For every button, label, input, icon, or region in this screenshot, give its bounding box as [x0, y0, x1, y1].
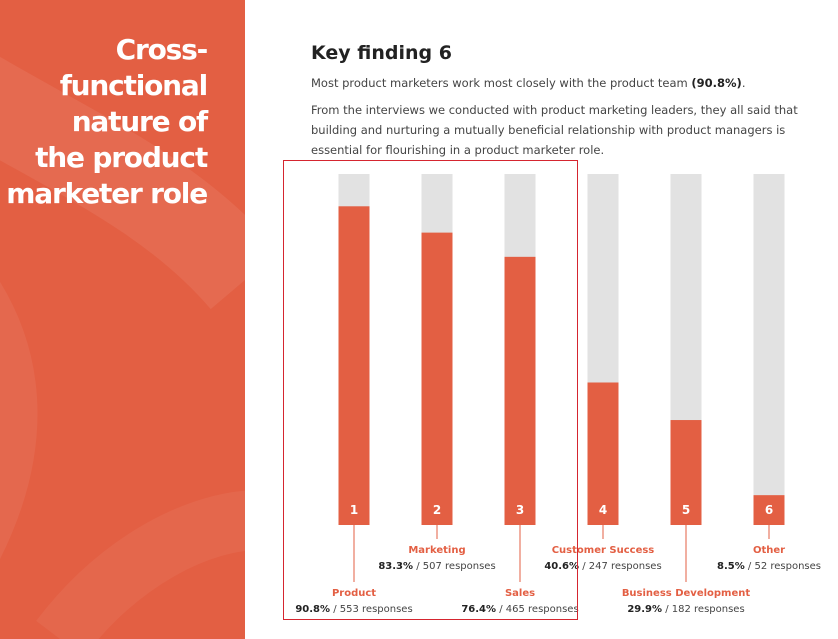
finding-lead: Most product marketers work most closely…	[311, 76, 811, 90]
response-stat: 40.6% / 247 responses	[544, 561, 661, 572]
bar-2	[421, 232, 453, 525]
response-count: / 507 responses	[413, 561, 496, 572]
category-label: Product	[332, 588, 376, 599]
finding-body: From the interviews we conducted with pr…	[311, 103, 798, 157]
bar-track	[753, 174, 785, 525]
lead-highlight: (90.8%)	[691, 76, 742, 90]
left-panel: Cross- functional nature of the product …	[0, 0, 245, 639]
response-stat: 83.3% / 507 responses	[378, 561, 495, 572]
bar-6	[753, 495, 785, 525]
response-stat: 8.5% / 52 responses	[717, 561, 821, 572]
category-label: Customer Success	[552, 545, 655, 556]
lead-end: .	[741, 76, 746, 90]
bar-rank-label: 4	[599, 503, 607, 517]
bar-rank-label: 3	[516, 503, 524, 517]
response-count: / 247 responses	[579, 561, 662, 572]
bar-1	[338, 206, 370, 526]
bar-5	[670, 420, 702, 525]
category-label: Other	[753, 545, 785, 556]
percent-value: 90.8%	[295, 604, 330, 615]
response-count: / 465 responses	[496, 604, 579, 615]
percent-value: 40.6%	[544, 561, 579, 572]
bar-3	[504, 256, 536, 525]
bar-rank-label: 2	[433, 503, 441, 517]
bar-rank-label: 5	[682, 503, 690, 517]
bar-4	[587, 382, 619, 525]
lead-text: Most product marketers work most closely…	[311, 76, 692, 90]
finding-heading: Key finding 6	[311, 42, 452, 64]
percent-value: 29.9%	[627, 604, 662, 615]
highlight-box	[283, 160, 578, 620]
percent-value: 83.3%	[378, 561, 413, 572]
category-label: Marketing	[408, 545, 465, 556]
category-label: Sales	[505, 588, 535, 599]
percent-value: 76.4%	[461, 604, 496, 615]
percent-value: 8.5%	[717, 561, 745, 572]
response-count: / 52 responses	[745, 561, 821, 572]
category-label: Business Development	[622, 588, 751, 599]
response-stat: 29.9% / 182 responses	[627, 604, 744, 615]
bar-rank-label: 6	[765, 503, 773, 517]
response-stat: 90.8% / 553 responses	[295, 604, 412, 615]
response-stat: 76.4% / 465 responses	[461, 604, 578, 615]
section-title: Cross- functional nature of the product …	[6, 33, 208, 210]
response-count: / 182 responses	[662, 604, 745, 615]
bar-rank-label: 1	[350, 503, 358, 517]
response-count: / 553 responses	[330, 604, 413, 615]
decorative-swirl	[0, 56, 245, 639]
